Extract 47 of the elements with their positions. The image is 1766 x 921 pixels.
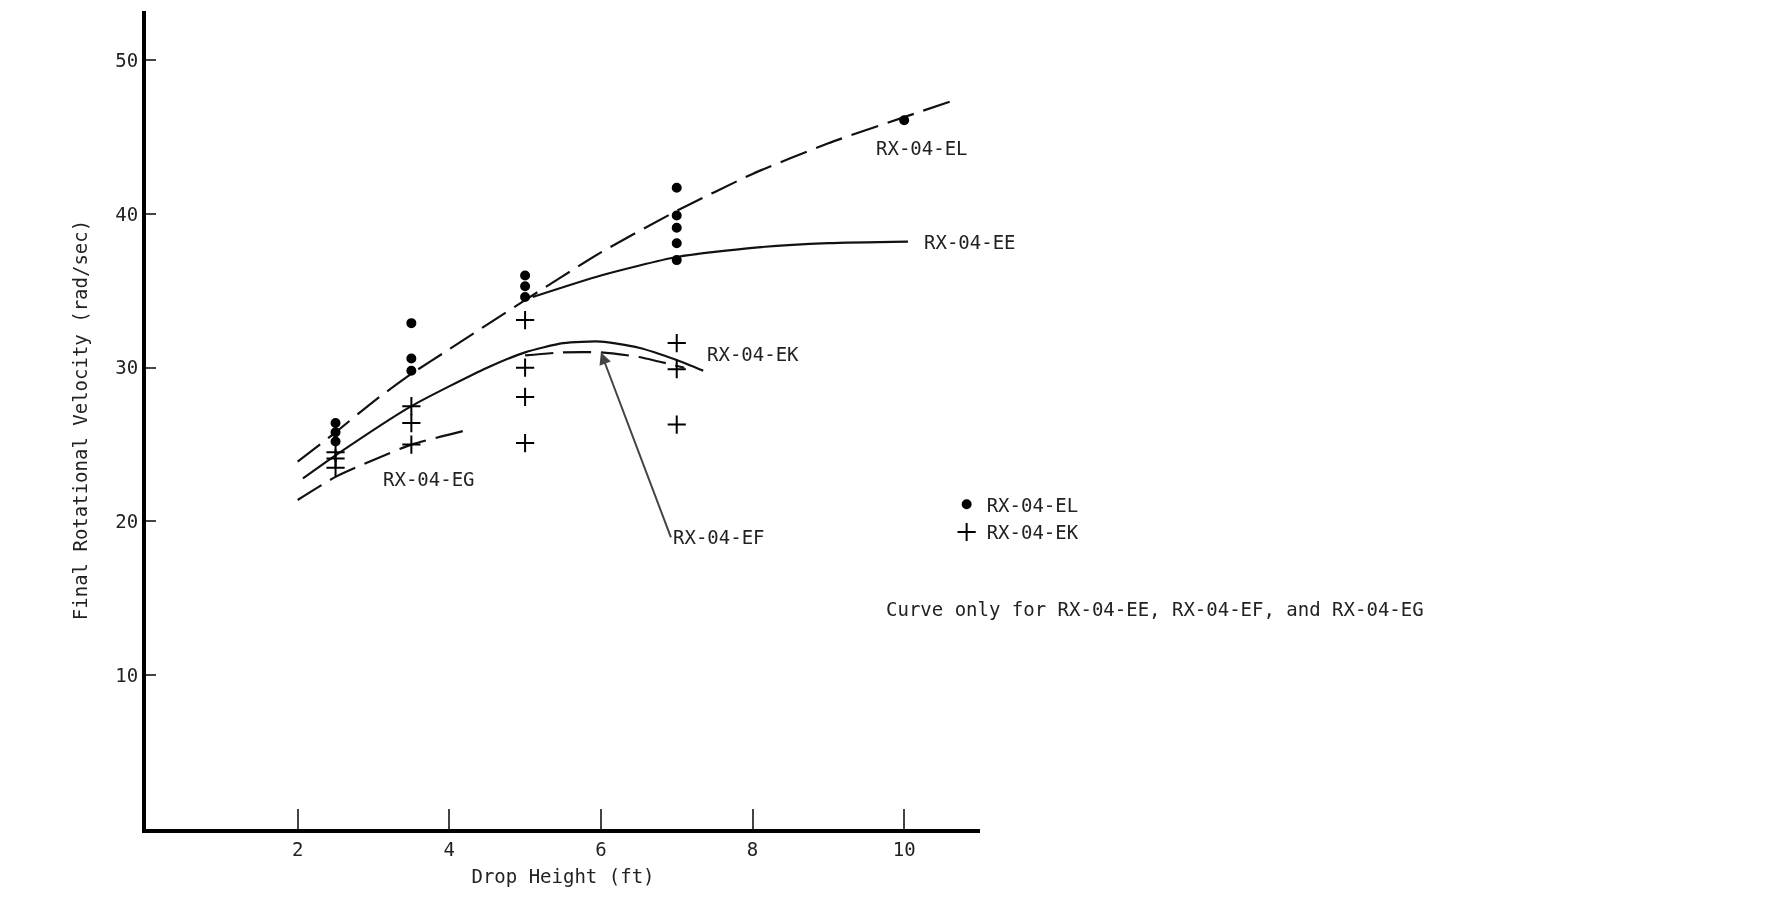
legend-label: RX-04-EK bbox=[986, 521, 1079, 544]
series-label: RX-04-EK bbox=[707, 343, 800, 365]
x-tick-label: 4 bbox=[443, 837, 455, 860]
point bbox=[671, 238, 682, 249]
y-axis-title: Final Rotational Velocity (rad/sec) bbox=[68, 219, 91, 621]
point bbox=[514, 357, 536, 378]
point bbox=[514, 386, 536, 408]
y-tick-label: 40 bbox=[115, 202, 139, 225]
annotation: Curve only for RX-04-EE, RX-04-EF, and RX-04-EG bbox=[886, 598, 1424, 620]
point bbox=[401, 396, 422, 417]
x-tick-label: 6 bbox=[595, 837, 607, 860]
point bbox=[666, 333, 687, 354]
point bbox=[514, 309, 536, 331]
point bbox=[330, 427, 341, 438]
point bbox=[520, 270, 531, 281]
point bbox=[401, 434, 422, 455]
point bbox=[330, 418, 341, 429]
x-tick-label: 2 bbox=[291, 837, 304, 860]
point bbox=[666, 414, 687, 435]
point bbox=[666, 359, 687, 380]
point bbox=[671, 255, 682, 266]
line-series bbox=[531, 240, 910, 299]
point bbox=[899, 115, 910, 126]
point bbox=[671, 210, 682, 221]
point bbox=[514, 432, 536, 454]
series-label: RX-04-EE bbox=[924, 231, 1016, 253]
series-label: RX-04-EG bbox=[383, 468, 475, 490]
y-tick-label: 20 bbox=[115, 510, 139, 533]
point bbox=[520, 281, 531, 292]
y-tick-label: 50 bbox=[115, 48, 139, 71]
text: RX-04-EF bbox=[673, 526, 765, 548]
line-series bbox=[523, 350, 686, 369]
point bbox=[671, 182, 682, 193]
point bbox=[406, 365, 417, 376]
point bbox=[406, 318, 417, 329]
series-label: RX-04-EL bbox=[876, 137, 968, 159]
legend-label: RX-04-EL bbox=[986, 493, 1079, 516]
y-tick-label: 30 bbox=[115, 356, 139, 379]
x-tick-label: 10 bbox=[892, 837, 916, 860]
point bbox=[401, 412, 422, 434]
x-axis-title: Drop Height (ft) bbox=[471, 865, 655, 888]
point bbox=[671, 222, 682, 233]
point bbox=[520, 291, 531, 302]
point bbox=[406, 353, 417, 364]
point bbox=[325, 457, 346, 478]
y-tick-label: 10 bbox=[115, 663, 139, 686]
x-tick-label: 8 bbox=[746, 837, 759, 860]
